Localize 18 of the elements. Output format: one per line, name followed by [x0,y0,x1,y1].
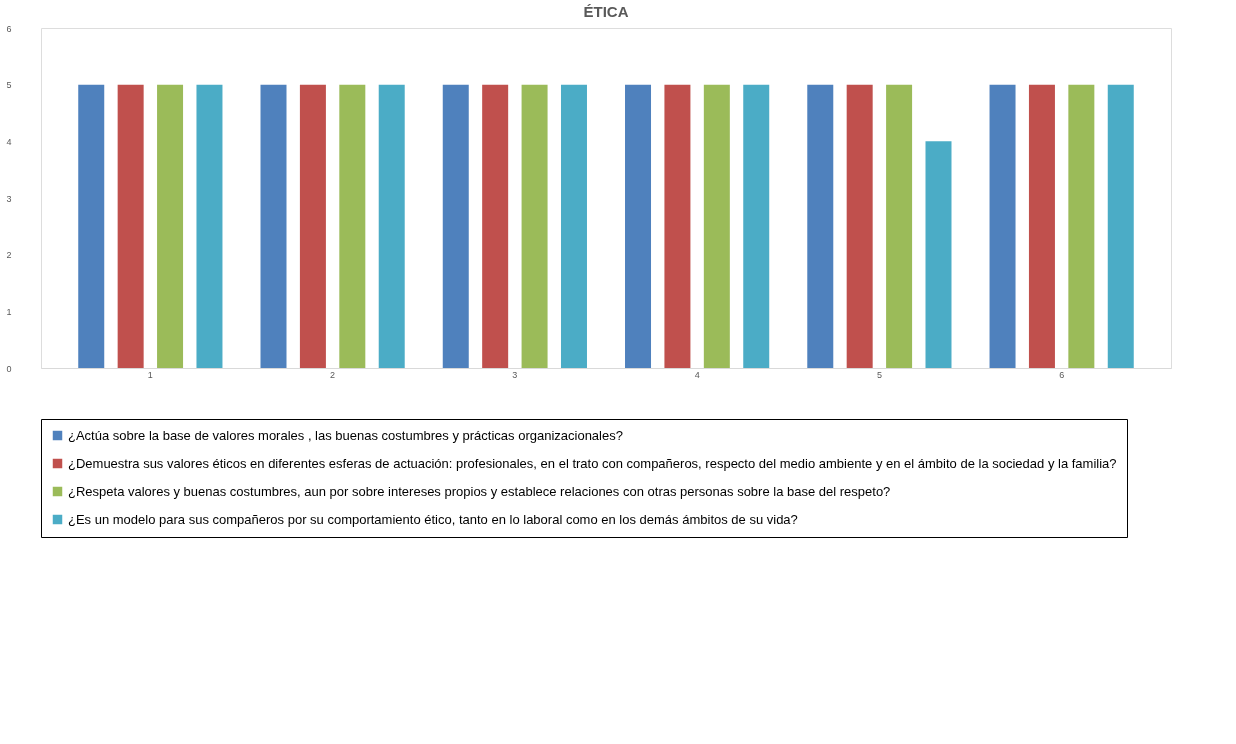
x-tick-label: 5 [876,369,882,380]
y-tick-label: 2 [6,250,12,261]
x-tick-label: 6 [1059,369,1065,380]
x-tick-label: 2 [330,369,336,380]
y-tick-label: 1 [6,306,12,317]
y-tick-label: 6 [6,23,12,34]
y-tick-label: 4 [6,136,12,147]
y-tick-label: 0 [6,363,12,374]
x-tick-label: 4 [694,369,700,380]
legend-label: ¿Es un modelo para sus compañeros por su comportamiento ético, tanto en lo laboral como en los demás ámbitos de su vida? [68,511,798,527]
y-tick-label: 5 [6,80,12,91]
x-tick-label: 1 [147,369,153,380]
x-tick-label: 3 [512,369,518,380]
chart-title: ÉTICA [583,3,629,20]
legend-label: ¿Demuestra sus valores éticos en diferentes esferas de actuación: profesionales, en el trato con compañeros, respecto del medio ambiente y en el ámbito de la sociedad y la familia? [68,455,1117,471]
legend-label: ¿Actúa sobre la base de valores morales , las buenas costumbres y prácticas organizacionales? [68,427,623,443]
legend-label: ¿Respeta valores y buenas costumbres, aun por sobre intereses propios y establece relaciones con otras personas sobre la base del respeto? [68,483,891,499]
y-tick-label: 3 [6,193,12,204]
